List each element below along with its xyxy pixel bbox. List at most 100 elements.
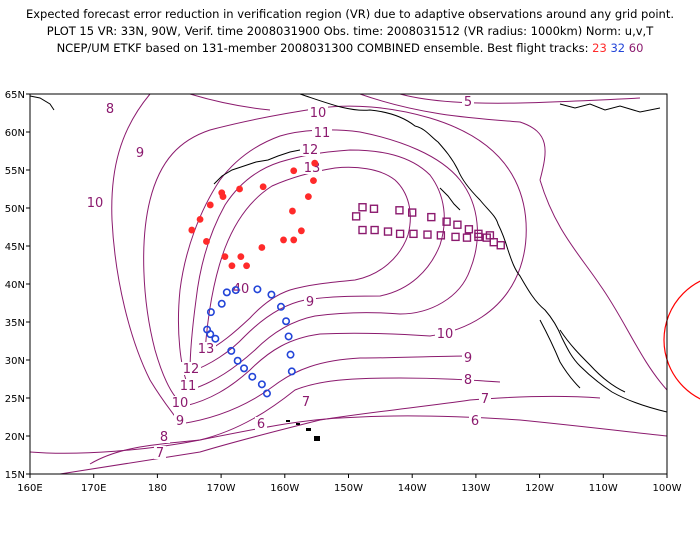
title-line-3: NCEP/UM ETKF based on 131-member 2008031… [0, 41, 700, 55]
track-60-point [358, 225, 367, 235]
contour-label: 8 [106, 102, 114, 117]
track-32-point [287, 367, 296, 376]
track-60-point [436, 231, 446, 240]
contour-label-bg [174, 414, 186, 427]
contour-label-bg [158, 430, 170, 443]
contour-label: 6 [471, 414, 479, 429]
contour-label-bg [85, 196, 105, 209]
contour-label: 5 [464, 95, 472, 110]
coastline-canada-islands [559, 103, 661, 113]
contour-lines [30, 94, 667, 474]
lon-label: 100W [653, 483, 682, 494]
lon-label: 120W [525, 483, 554, 494]
flight-tracks [188, 159, 505, 398]
title-line-2: PLOT 15 VR: 33N, 90W, Verif. time 200803… [46, 24, 654, 38]
verification-region-circle [663, 280, 700, 400]
contour-label: 7 [481, 392, 489, 407]
track-23-point [258, 244, 266, 251]
coastline-mexico [559, 329, 626, 393]
track-23-point [289, 207, 296, 215]
contour-label-bg [178, 379, 198, 392]
track-60-point [464, 225, 474, 234]
track-32-point [276, 302, 285, 311]
lon-label: 180 [148, 483, 167, 494]
track-32-point [233, 356, 242, 365]
contour-label-bg [231, 282, 251, 295]
track-32-point [248, 372, 257, 381]
track-23-point [304, 193, 312, 201]
contour-label-bg [312, 126, 332, 139]
contour-label: 11 [180, 379, 197, 394]
lat-label: 25N [5, 394, 25, 405]
contour-8 [89, 377, 501, 465]
hawaii-islands [286, 420, 320, 441]
track-23-point [290, 167, 298, 175]
contour-label: 8 [160, 430, 168, 445]
contour-label-bg [104, 102, 116, 115]
contour-13 [204, 166, 411, 353]
lat-label: 30N [5, 356, 25, 367]
contour-label-bg [435, 327, 455, 340]
track-60-point [453, 220, 462, 229]
lat-label: 45N [5, 242, 25, 253]
contour-label: 11 [314, 126, 331, 141]
contour-label: 6 [257, 417, 265, 432]
contour-label-bg [134, 146, 146, 159]
contour-label: 10 [310, 106, 327, 121]
contour-label: 12 [183, 362, 200, 377]
coastlines [30, 94, 667, 413]
track-32-point [211, 334, 220, 343]
contour-label-bg [196, 342, 216, 355]
track-60-point [369, 204, 379, 213]
coastline-north-america [299, 94, 667, 413]
lat-label: 60N [5, 128, 25, 139]
contour-label: 13 [198, 342, 215, 357]
contour-7-east [319, 395, 601, 421]
track-60-point [423, 230, 432, 239]
lon-label: 150W [334, 483, 363, 494]
track-32-point [267, 290, 276, 299]
contour-label-bg [255, 417, 267, 430]
track-60-point [358, 203, 367, 212]
track-23-point [243, 262, 250, 270]
contour-label-bg [304, 295, 316, 308]
track-23-point [236, 185, 243, 193]
longitude-labels: 160E 170E 180 170W 160W 150W 140W 130W 120W 110W 1… [17, 474, 682, 494]
track-60-point [409, 229, 418, 239]
track-32-point [206, 330, 215, 339]
lat-label: 40N [5, 280, 25, 291]
contour-label-bg [462, 351, 474, 364]
contour-label: 9 [306, 295, 314, 310]
track-32-legend: 32 [610, 41, 626, 55]
track-23-point [188, 226, 196, 234]
contour-10 [143, 105, 527, 407]
track-32-point [286, 350, 295, 359]
lat-label: 65N [5, 90, 25, 101]
contour-label-bg [479, 392, 491, 405]
contour-label: 10 [437, 327, 454, 342]
track-32-point [206, 308, 215, 317]
track-32-point [253, 285, 262, 294]
contour-6-north [189, 94, 546, 181]
latitude-labels: 65N 60N 55N 50N 45N 40N 35N 30N 25N 20N 15N [5, 90, 30, 481]
flight-track-60 [351, 203, 505, 250]
contour-label: 7 [156, 446, 164, 461]
track-60-point [462, 233, 472, 242]
lat-label: 15N [5, 470, 25, 481]
flight-track-32 [203, 285, 296, 398]
lon-label: 140W [398, 483, 427, 494]
track-60-point [485, 231, 495, 240]
contour-11 [177, 129, 478, 391]
title-line-3-text: NCEP/UM ETKF based on 131-member 2008031… [56, 41, 589, 55]
contour-label-bg [462, 373, 474, 386]
track-32-point [227, 346, 236, 355]
contour-label: 9 [464, 351, 472, 366]
coastline-kamchatka [30, 95, 55, 111]
track-60-point [489, 237, 498, 247]
track-23-point [290, 236, 298, 244]
contour-12 [189, 149, 445, 373]
coastline-baja [539, 319, 581, 389]
contour-label: 40 [233, 282, 250, 297]
lon-label: 170E [81, 483, 106, 494]
